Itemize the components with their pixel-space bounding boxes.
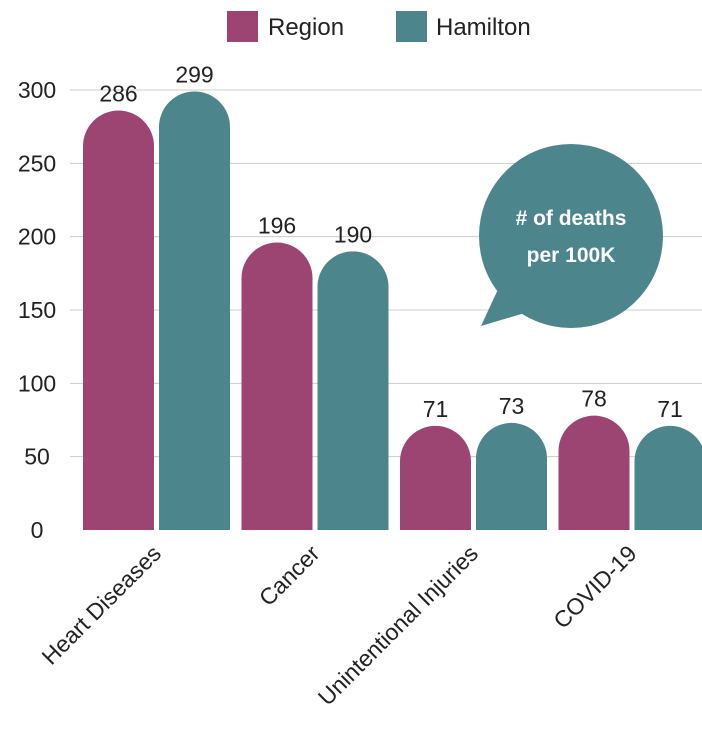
bars [83, 91, 702, 531]
value-label: 299 [175, 61, 213, 87]
value-label: 71 [657, 396, 683, 422]
category-label: Unintentional Injuries [313, 540, 483, 710]
value-label: 286 [99, 81, 137, 107]
bar-region [83, 110, 154, 531]
y-tick-label: 0 [31, 517, 44, 543]
value-label: 71 [423, 396, 449, 422]
value-label: 196 [258, 213, 296, 239]
y-tick-label: 250 [18, 150, 56, 176]
value-label: 78 [581, 386, 607, 412]
legend-label-hamilton: Hamilton [436, 14, 531, 41]
y-tick-label: 200 [18, 224, 56, 250]
bar-hamilton [634, 425, 702, 530]
category-label: Heart Diseases [36, 540, 166, 670]
bar-region [400, 425, 471, 530]
value-label: 73 [499, 393, 525, 419]
y-tick-label: 100 [18, 370, 56, 396]
callout-circle [479, 144, 663, 328]
callout-line-1: # of deaths [516, 207, 627, 230]
value-label: 190 [334, 221, 372, 247]
legend-swatch-region [227, 11, 258, 42]
category-label: COVID-19 [548, 540, 641, 633]
bar-hamilton [317, 251, 389, 531]
callout-bubble: # of deaths per 100K [479, 144, 663, 328]
callout-tail [481, 285, 528, 326]
bar-hamilton [476, 422, 547, 530]
bar-hamilton [159, 91, 230, 530]
legend-label-region: Region [268, 14, 344, 41]
callout-line-2: per 100K [527, 244, 616, 267]
legend-swatch-hamilton [396, 11, 427, 42]
y-tick-label: 50 [24, 444, 50, 470]
bar-region [558, 415, 630, 530]
y-tick-label: 150 [18, 297, 56, 323]
category-label: Cancer [254, 540, 325, 611]
legend: Region Hamilton [227, 11, 531, 42]
y-tick-label: 300 [18, 77, 56, 103]
bar-region [241, 242, 313, 530]
